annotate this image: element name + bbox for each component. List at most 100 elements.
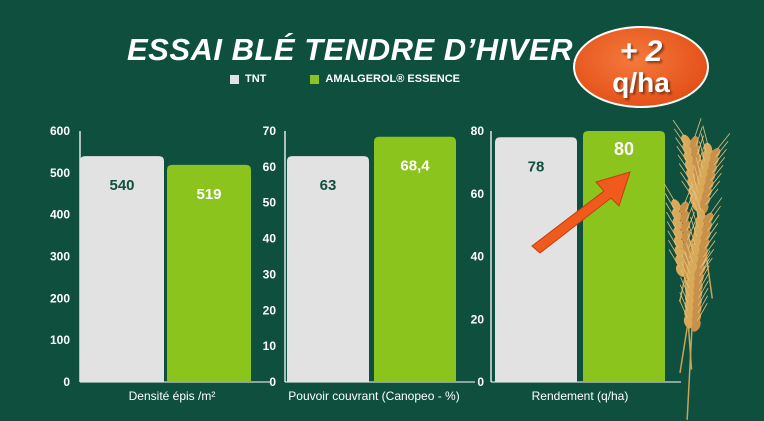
bar-amalgerol (583, 131, 665, 382)
wheat-awn (713, 148, 727, 166)
wheat-awn (702, 125, 709, 146)
wheat-awn (708, 172, 722, 190)
wheat-awn (704, 231, 717, 249)
wheat-awn (678, 163, 691, 181)
wheat-grain (681, 134, 691, 147)
wheat-grain (708, 155, 719, 168)
y-tick-label: 40 (471, 250, 485, 264)
wheat-awn (694, 190, 702, 211)
bar-amalgerol (167, 164, 251, 382)
wheat-awn (665, 202, 677, 221)
wheat-grain (691, 319, 701, 332)
y-tick-label: 0 (63, 375, 70, 389)
wheat-awn (699, 250, 711, 269)
x-axis-label: Pouvoir couvrant (Canopeo - %) (288, 389, 459, 403)
y-tick-label: 0 (269, 375, 276, 389)
wheat-awn (697, 149, 704, 169)
legend-item-amalgerol: AMALGEROL® ESSENCE (310, 73, 460, 85)
data-label: 63 (320, 177, 337, 194)
y-tick-label: 40 (263, 232, 277, 246)
wheat-awn (681, 180, 694, 198)
badge-gain-unit: q/ha (612, 67, 670, 98)
y-tick-label: 70 (263, 124, 277, 138)
wheat-awn (668, 249, 680, 268)
chart-panel-1: 0 100 200 300 400 500 600 540 519 Densité épis /m… (50, 124, 270, 403)
y-tick-label: 60 (471, 187, 485, 201)
wheat-awn (675, 137, 688, 155)
wheat-awn (697, 295, 709, 314)
legend: TNT AMALGEROL® ESSENCE (230, 73, 504, 85)
wheat-awn (685, 193, 694, 213)
wheat-awn (664, 193, 676, 211)
wheat-awn (680, 269, 690, 289)
wheat-grain (703, 179, 714, 192)
y-tick-label: 10 (263, 339, 277, 353)
wheat-grain (696, 255, 707, 268)
wheat-awn (688, 225, 696, 245)
wheat-awn (672, 119, 685, 137)
wheat-awn (686, 242, 693, 263)
y-tick-label: 50 (263, 196, 277, 210)
wheat-awn (703, 240, 716, 258)
chart-title: ESSAI BLÉ TENDRE D’HIVER (126, 32, 574, 67)
bar-amalgerol (374, 136, 456, 382)
wheat-awn (679, 299, 688, 319)
gain-badge: + 2 q/ha (573, 26, 709, 108)
y-tick-label: 500 (50, 166, 70, 180)
wheat-awn (701, 249, 715, 266)
wheat-awn (705, 188, 719, 205)
y-tick-label: 600 (50, 124, 70, 138)
legend-swatch-amalgerol (310, 74, 320, 84)
y-tick-label: 80 (471, 124, 485, 138)
wheat-grain (700, 195, 711, 208)
data-label: 80 (614, 139, 634, 159)
wheat-awn (686, 211, 695, 231)
wheat-awn (695, 157, 702, 177)
wheat-grain (699, 238, 710, 251)
data-label: 78 (528, 158, 545, 175)
bar-tnt (287, 156, 369, 382)
data-label: 68,4 (400, 158, 430, 175)
y-tick-label: 100 (50, 333, 70, 347)
wheat-awn (681, 262, 690, 281)
chart-panel-3: 0 20 40 60 80 78 80 Rendement (q/ha) (471, 124, 681, 403)
wheat-awn (710, 164, 724, 182)
wheat-awn (667, 230, 679, 249)
wheat-awn (697, 302, 708, 321)
wheat-grain (702, 221, 713, 234)
wheat-awn (687, 230, 697, 250)
y-tick-label: 200 (50, 291, 70, 305)
wheat-grain (710, 148, 721, 160)
wheat-awn (676, 145, 689, 163)
bar-tnt (495, 137, 577, 382)
wheat-awn (668, 239, 680, 258)
wheat-awn (691, 208, 699, 228)
wheat-grain (700, 230, 711, 242)
wheat-awn (681, 247, 691, 266)
wheat-grain (686, 169, 696, 182)
wheat-awn (666, 211, 678, 230)
wheat-awn (677, 154, 690, 172)
y-tick-label: 400 (50, 208, 70, 222)
wheat-grain (683, 152, 694, 164)
wheat-awn (673, 128, 687, 146)
wheat-awn (694, 165, 700, 185)
wheat-grain (698, 247, 708, 259)
wheat-awn (679, 284, 689, 304)
wheat-awn (666, 221, 678, 239)
wheat-awn (697, 288, 709, 306)
wheat-awn (709, 197, 723, 215)
up-arrow-icon (531, 171, 631, 254)
wheat-awn (679, 292, 689, 311)
wheat-awn (692, 199, 700, 220)
chart-panel-2: 0 10 20 30 40 50 60 70 63 68,4 Pouvoir couvrant (C… (263, 124, 475, 403)
wheat-ear (679, 247, 711, 420)
y-tick-label: 0 (477, 375, 484, 389)
wheat-awn (699, 258, 710, 276)
legend-item-tnt: TNT (230, 73, 266, 85)
x-axis-label: Densité épis /m² (129, 389, 216, 403)
y-tick-label: 30 (263, 267, 277, 281)
wheat-awn (681, 254, 691, 274)
legend-swatch-tnt (230, 74, 239, 84)
